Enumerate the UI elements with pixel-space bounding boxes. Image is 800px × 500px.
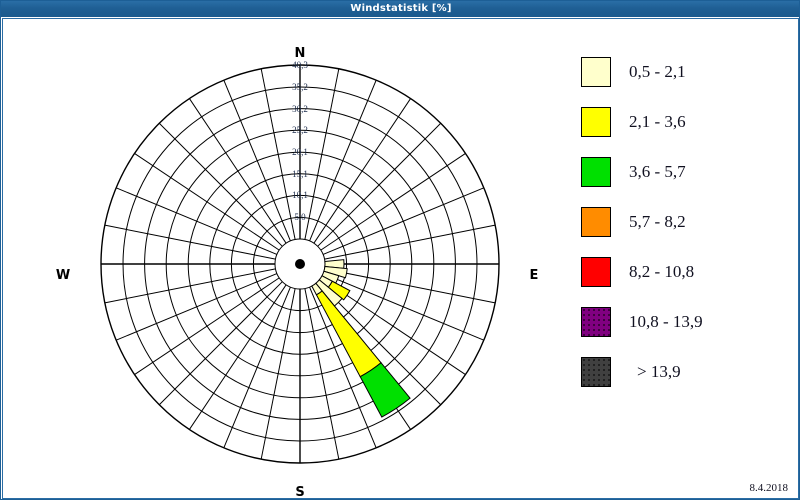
grid-spoke [317,122,442,247]
radial-tick-label: 20,1 [292,147,308,158]
grid-spoke [223,286,291,449]
grid-spoke [158,281,283,406]
legend-row: 0,5 - 2,1 [581,47,791,97]
windrose-plot: N S W E 5,0 10,1 15,1 20,1 25,2 30,2 35,2 40,3 [3,19,563,500]
legend-swatch [581,157,611,187]
radial-tick-label: 35,2 [292,82,308,93]
petal-segment [323,265,348,279]
legend-swatch [581,307,611,337]
grid-spoke [134,153,280,251]
compass-label-east: E [529,268,539,283]
legend-row: 10,8 - 13,9 [581,297,791,347]
petal-group [311,259,411,418]
petal-segment [315,290,382,378]
radial-tick-label: 40,3 [292,60,308,70]
legend-label: > 13,9 [637,362,681,381]
legend-row: 8,2 - 10,8 [581,247,791,297]
radial-tick-label: 30,2 [292,103,308,114]
grid-spoke [134,277,280,375]
grid-spokes [101,65,499,463]
window-titlebar: Windstatistik [%] [1,1,799,17]
legend-row: 2,1 - 3,6 [581,97,791,147]
legend-swatch [581,57,611,87]
legend-label: 8,2 - 10,8 [629,262,695,281]
legend-label: 0,5 - 2,1 [629,62,686,81]
grid-spoke [313,98,411,244]
radial-tick-label: 15,1 [292,168,308,179]
legend-swatch [581,107,611,137]
grid-spoke [115,273,278,341]
grid-spoke [320,153,466,251]
petal-segment [327,280,351,301]
grid-spoke [104,268,276,304]
legend: 0,5 - 2,1 2,1 - 3,6 3,6 - 5,7 5,7 - 8,2 8,2 … [581,47,791,397]
compass-label-west: W [55,268,71,283]
legend-swatch [581,257,611,287]
radial-tick-label: 10,1 [292,190,308,201]
grid-spoke [324,268,496,304]
grid-spoke [189,284,287,430]
grid-spoke [223,79,291,242]
grid-spoke [260,68,296,240]
grid-spoke [309,79,377,242]
center-dot [295,259,305,269]
window-content: N S W E 5,0 10,1 15,1 20,1 25,2 30,2 35,2 40,3 … [2,18,799,499]
grid-spoke [104,224,276,260]
grid-spoke [189,98,287,244]
legend-row: > 13,9 [581,347,791,397]
legend-label: 10,8 - 13,9 [629,312,703,331]
legend-swatch [581,357,611,387]
radial-tick-label: 5,0 [294,212,306,223]
radial-tick-label: 25,2 [292,125,308,136]
legend-row: 5,7 - 8,2 [581,197,791,247]
grid-spoke [324,224,496,260]
grid-spoke [158,122,283,247]
grid-spoke [304,68,340,240]
grid-spoke [322,187,485,255]
windrose-svg [100,64,500,464]
legend-row: 3,6 - 5,7 [581,147,791,197]
compass-label-south: S [295,485,305,500]
grid-spoke [304,288,340,460]
legend-label: 2,1 - 3,6 [629,112,686,131]
grid-spoke [322,273,485,341]
legend-label: 5,7 - 8,2 [629,212,686,231]
petal-segment [359,362,411,418]
legend-swatch [581,207,611,237]
grid-spoke [115,187,278,255]
window-title: Windstatistik [%] [350,3,452,14]
legend-label: 3,6 - 5,7 [629,162,686,181]
grid-spoke [309,286,377,449]
compass-label-north: N [294,46,306,61]
grid-spoke [260,288,296,460]
center-hub [295,259,305,269]
footer-date: 8.4.2018 [749,482,789,494]
